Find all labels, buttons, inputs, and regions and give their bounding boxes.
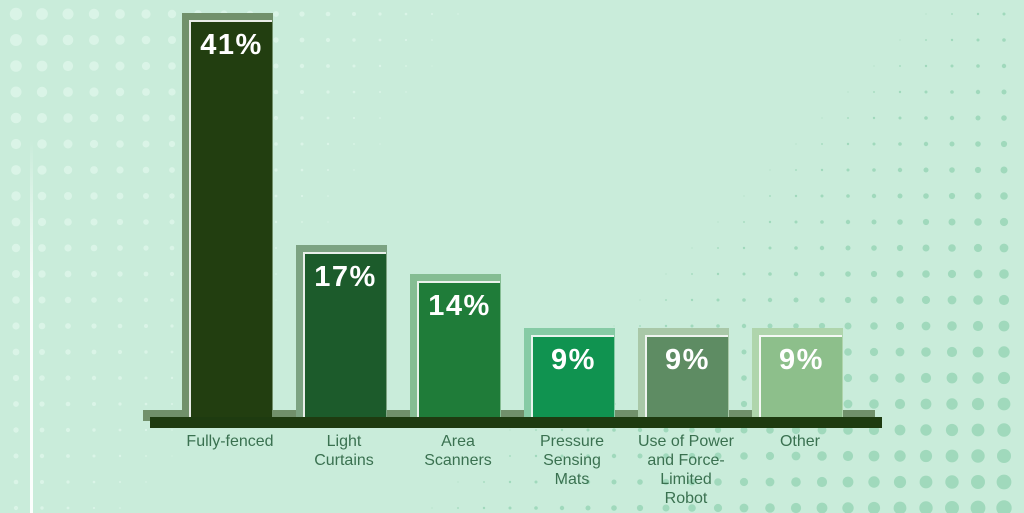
bar-value-label: 9% [779, 344, 824, 376]
bar-group-fully-fenced: 41% [182, 13, 273, 417]
bar-value-label: 14% [428, 290, 491, 322]
bar-area-scanners: 14% [417, 281, 500, 417]
bar-category-label-other: Other [779, 433, 820, 450]
bar-pressure-sensing-mats: 9% [531, 335, 614, 417]
bar-value-label: 9% [551, 344, 596, 376]
bar-power-force-limited-robot: 9% [645, 335, 728, 417]
bar-category-label-power-force-limited-robot: Use of Power and Force- Limited Robot [637, 433, 735, 507]
bar-value-label: 41% [200, 29, 263, 61]
vertical-line-decoration [30, 140, 33, 513]
x-axis-line [150, 417, 882, 428]
bar-group-power-force-limited-robot: 9% [638, 328, 729, 417]
bar-other: 9% [759, 335, 842, 417]
bar-category-label-pressure-sensing-mats: Pressure Sensing Mats [539, 433, 605, 488]
bar-group-area-scanners: 14% [410, 274, 501, 417]
bar-value-label: 17% [314, 261, 377, 293]
bar-value-label: 9% [665, 344, 710, 376]
bar-category-label-light-curtains: Light Curtains [314, 433, 374, 469]
bar-group-pressure-sensing-mats: 9% [524, 328, 615, 417]
bar-group-other: 9% [752, 328, 843, 417]
bar-fully-fenced: 41% [189, 20, 272, 417]
bar-light-curtains: 17% [303, 252, 386, 417]
bar-category-label-area-scanners: Area Scanners [424, 433, 492, 469]
bar-category-label-fully-fenced: Fully-fenced [186, 433, 274, 450]
x-axis-shadow [143, 410, 875, 421]
bar-group-light-curtains: 17% [296, 245, 387, 417]
